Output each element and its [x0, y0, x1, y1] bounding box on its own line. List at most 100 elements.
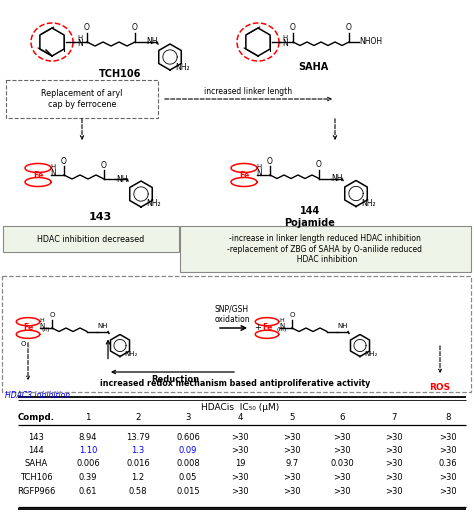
Text: 143: 143	[28, 433, 44, 442]
Text: >30: >30	[283, 433, 301, 442]
Text: >30: >30	[231, 433, 249, 442]
Text: RGFP966: RGFP966	[17, 486, 55, 495]
Text: 19: 19	[235, 460, 245, 469]
Text: ROS: ROS	[429, 384, 451, 393]
Text: O: O	[84, 23, 90, 32]
Text: H: H	[50, 164, 55, 170]
Text: >30: >30	[283, 486, 301, 495]
FancyBboxPatch shape	[2, 276, 471, 392]
Text: 3: 3	[185, 413, 191, 422]
Text: 0.006: 0.006	[76, 460, 100, 469]
Text: >30: >30	[231, 446, 249, 455]
Text: N: N	[39, 323, 45, 329]
Text: 0.015: 0.015	[176, 486, 200, 495]
Text: O: O	[290, 23, 296, 32]
Text: O: O	[267, 156, 273, 165]
Text: N: N	[50, 169, 56, 178]
Text: O: O	[132, 23, 138, 32]
Text: N: N	[256, 169, 262, 178]
Text: >30: >30	[283, 473, 301, 482]
Text: 0.09: 0.09	[179, 446, 197, 455]
Text: O: O	[289, 312, 295, 318]
Text: 0.008: 0.008	[176, 460, 200, 469]
Text: TCH106: TCH106	[99, 69, 141, 79]
Text: >30: >30	[231, 473, 249, 482]
Text: >30: >30	[333, 473, 351, 482]
Text: >30: >30	[439, 446, 457, 455]
Text: NH: NH	[338, 323, 348, 329]
Text: Replacement of aryl
cap by ferrocene: Replacement of aryl cap by ferrocene	[41, 89, 123, 109]
FancyBboxPatch shape	[3, 226, 179, 252]
Text: 6: 6	[339, 413, 345, 422]
Text: HDAC3 inhibition: HDAC3 inhibition	[5, 392, 70, 401]
Text: >30: >30	[333, 446, 351, 455]
Text: O: O	[61, 156, 67, 165]
Text: 7: 7	[391, 413, 397, 422]
Text: 8.94: 8.94	[79, 433, 97, 442]
Text: NH: NH	[146, 37, 158, 46]
Text: >30: >30	[385, 473, 403, 482]
Text: H: H	[77, 35, 82, 41]
Text: NH: NH	[98, 323, 108, 329]
Text: NH₂: NH₂	[146, 200, 161, 209]
Text: increased redox mechanism based antiproliferative activity: increased redox mechanism based antiprol…	[100, 378, 370, 387]
Text: O: O	[20, 341, 26, 347]
Text: NH: NH	[116, 174, 128, 184]
Text: (II): (II)	[42, 328, 51, 332]
Text: 144: 144	[28, 446, 44, 455]
Text: O: O	[101, 161, 107, 170]
Text: O: O	[346, 23, 352, 32]
Text: >30: >30	[385, 460, 403, 469]
Text: H: H	[283, 35, 288, 41]
FancyBboxPatch shape	[6, 80, 158, 118]
Text: +: +	[255, 323, 262, 332]
Text: 0.61: 0.61	[79, 486, 97, 495]
Text: 8: 8	[445, 413, 451, 422]
Text: >30: >30	[385, 433, 403, 442]
Text: -increase in linker length reduced HDAC inhibition
-replacement of ZBG of SAHA b: -increase in linker length reduced HDAC …	[228, 234, 422, 264]
Text: NH₂: NH₂	[175, 62, 190, 71]
Text: 0.030: 0.030	[330, 460, 354, 469]
Text: >30: >30	[439, 433, 457, 442]
Text: H: H	[280, 318, 284, 322]
Text: N: N	[77, 38, 83, 47]
Text: 0.05: 0.05	[179, 473, 197, 482]
Text: >30: >30	[439, 473, 457, 482]
Text: 0.606: 0.606	[176, 433, 200, 442]
Text: TCH106: TCH106	[20, 473, 52, 482]
Text: >30: >30	[231, 486, 249, 495]
Text: Reduction: Reduction	[151, 376, 199, 385]
Text: >30: >30	[283, 446, 301, 455]
Text: >30: >30	[385, 486, 403, 495]
Text: 5: 5	[289, 413, 295, 422]
Text: O: O	[316, 160, 322, 169]
Text: N: N	[279, 323, 284, 329]
Text: H: H	[40, 318, 45, 322]
Text: 0.016: 0.016	[126, 460, 150, 469]
FancyBboxPatch shape	[180, 226, 471, 272]
Text: NH: NH	[331, 174, 343, 183]
Text: (III): (III)	[277, 328, 287, 332]
Text: NH₂: NH₂	[361, 199, 375, 208]
Text: >30: >30	[439, 486, 457, 495]
Text: 0.58: 0.58	[129, 486, 147, 495]
Text: Fe: Fe	[33, 170, 43, 179]
Text: 13.79: 13.79	[126, 433, 150, 442]
Text: SAHA: SAHA	[24, 460, 47, 469]
Text: 1.2: 1.2	[131, 473, 145, 482]
Text: Fe: Fe	[239, 170, 249, 179]
Text: NH₂: NH₂	[124, 351, 137, 356]
Text: N: N	[282, 38, 288, 47]
Text: Compd.: Compd.	[18, 413, 55, 422]
Text: 0.36: 0.36	[439, 460, 457, 469]
Text: SAHA: SAHA	[298, 62, 328, 72]
Text: >30: >30	[333, 433, 351, 442]
Text: >30: >30	[333, 486, 351, 495]
Text: 1.10: 1.10	[79, 446, 97, 455]
Text: H: H	[256, 164, 262, 170]
Text: increased linker length: increased linker length	[204, 87, 292, 96]
Text: O: O	[49, 312, 55, 318]
Text: 4: 4	[237, 413, 243, 422]
Text: Fe: Fe	[262, 323, 272, 332]
Text: 1.3: 1.3	[131, 446, 145, 455]
